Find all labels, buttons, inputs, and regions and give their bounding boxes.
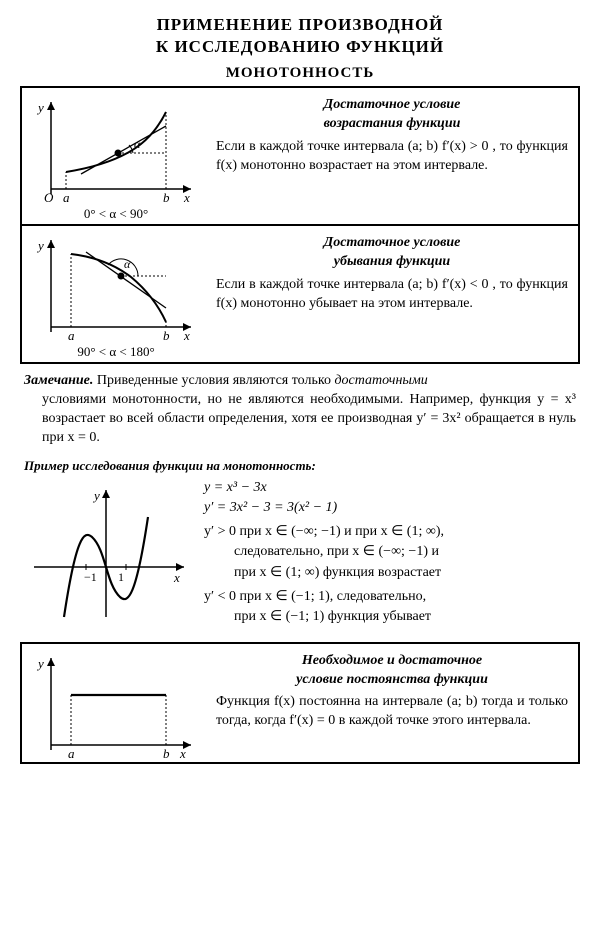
svg-text:y: y xyxy=(92,488,100,503)
page-title-2: К ИССЛЕДОВАНИЮ ФУНКЦИЙ xyxy=(20,37,580,57)
svg-text:x: x xyxy=(183,190,190,204)
svg-text:x: x xyxy=(179,746,186,760)
example-heading: Пример исследования функции на монотонно… xyxy=(24,458,580,474)
constancy-graph-cell: y x a b xyxy=(22,644,210,762)
example-graph: −1 1 y x xyxy=(24,482,189,622)
decreasing-text: Достаточное условие убывания функции Есл… xyxy=(210,226,578,362)
ex-l3a: y′ > 0 при x ∈ (−∞; −1) и при x ∈ (1; ∞)… xyxy=(204,522,574,542)
decreasing-row: α y x a b 90° < α < 180° Достаточное усл… xyxy=(22,224,578,362)
increasing-heading2: возрастания функции xyxy=(216,115,568,134)
decreasing-heading1: Достаточное условие xyxy=(216,234,568,253)
svg-text:x: x xyxy=(183,328,190,342)
svg-text:y: y xyxy=(36,238,44,253)
increasing-row: α y x O a b 0° < α < 90° Достаточное усл… xyxy=(22,88,578,224)
remark: Замечание. Приведенные условия являются … xyxy=(24,372,576,448)
page-title-1: ПРИМЕНЕНИЕ ПРОИЗВОДНОЙ xyxy=(20,15,580,35)
increasing-body: Если в каждой точке интервала (a; b) f′(… xyxy=(216,138,568,176)
svg-text:O: O xyxy=(44,190,54,204)
svg-text:a: a xyxy=(68,328,75,342)
svg-text:b: b xyxy=(163,746,170,760)
svg-text:α: α xyxy=(124,257,131,271)
remark-em: достаточными xyxy=(334,373,427,388)
ex-l3b: следовательно, при x ∈ (−∞; −1) и xyxy=(234,542,574,562)
decreasing-graph-cell: α y x a b 90° < α < 180° xyxy=(22,226,210,362)
constancy-h2: условие постоянства функции xyxy=(216,671,568,690)
remark-label: Замечание. xyxy=(24,373,93,388)
increasing-heading1: Достаточное условие xyxy=(216,96,568,115)
decreasing-heading2: убывания функции xyxy=(216,253,568,272)
ex-l4a: y′ < 0 при x ∈ (−1; 1), следовательно, xyxy=(204,587,574,607)
svg-text:y: y xyxy=(36,656,44,671)
section-heading: МОНОТОННОСТЬ xyxy=(20,65,580,82)
example-row: −1 1 y x y = x³ − 3x y′ = 3x² − 3 = 3(x²… xyxy=(20,478,580,628)
svg-text:−1: −1 xyxy=(84,570,97,584)
svg-text:b: b xyxy=(163,328,170,342)
example-text: y = x³ − 3x y′ = 3x² − 3 = 3(x² − 1) y′ … xyxy=(198,478,580,628)
constancy-box: y x a b Необходимое и достаточное услови… xyxy=(20,642,580,764)
constancy-graph: y x a b xyxy=(26,650,196,760)
monotonicity-box: α y x O a b 0° < α < 90° Достаточное усл… xyxy=(20,86,580,364)
svg-text:1: 1 xyxy=(118,570,124,584)
constancy-row: y x a b Необходимое и достаточное услови… xyxy=(22,644,578,762)
constancy-text: Необходимое и достаточное условие постоя… xyxy=(210,644,578,762)
remark-b2: условиями монотонности, но не являются н… xyxy=(24,391,576,448)
constancy-body: Функция f(x) постоянна на интервале (a; … xyxy=(216,693,568,731)
increasing-angle-caption: 0° < α < 90° xyxy=(26,206,206,222)
increasing-graph: α y x O a b xyxy=(26,94,196,204)
ex-l2: y′ = 3x² − 3 = 3(x² − 1) xyxy=(204,498,574,518)
decreasing-graph: α y x a b xyxy=(26,232,196,342)
increasing-graph-cell: α y x O a b 0° < α < 90° xyxy=(22,88,210,224)
svg-text:a: a xyxy=(68,746,75,760)
decreasing-angle-caption: 90° < α < 180° xyxy=(26,344,206,360)
svg-text:α: α xyxy=(134,137,141,151)
svg-text:y: y xyxy=(36,100,44,115)
example-graph-cell: −1 1 y x xyxy=(20,478,198,628)
remark-b1: Приведенные условия являются только xyxy=(97,373,335,388)
svg-text:x: x xyxy=(173,570,180,585)
decreasing-body: Если в каждой точке интервала (a; b) f′(… xyxy=(216,276,568,314)
constancy-h1: Необходимое и достаточное xyxy=(216,652,568,671)
ex-l3c: при x ∈ (1; ∞) функция возрастает xyxy=(234,563,574,583)
svg-text:b: b xyxy=(163,190,170,204)
ex-l4b: при x ∈ (−1; 1) функция убывает xyxy=(234,607,574,627)
svg-text:a: a xyxy=(63,190,70,204)
ex-l1: y = x³ − 3x xyxy=(204,478,574,498)
increasing-text: Достаточное условие возрастания функции … xyxy=(210,88,578,224)
